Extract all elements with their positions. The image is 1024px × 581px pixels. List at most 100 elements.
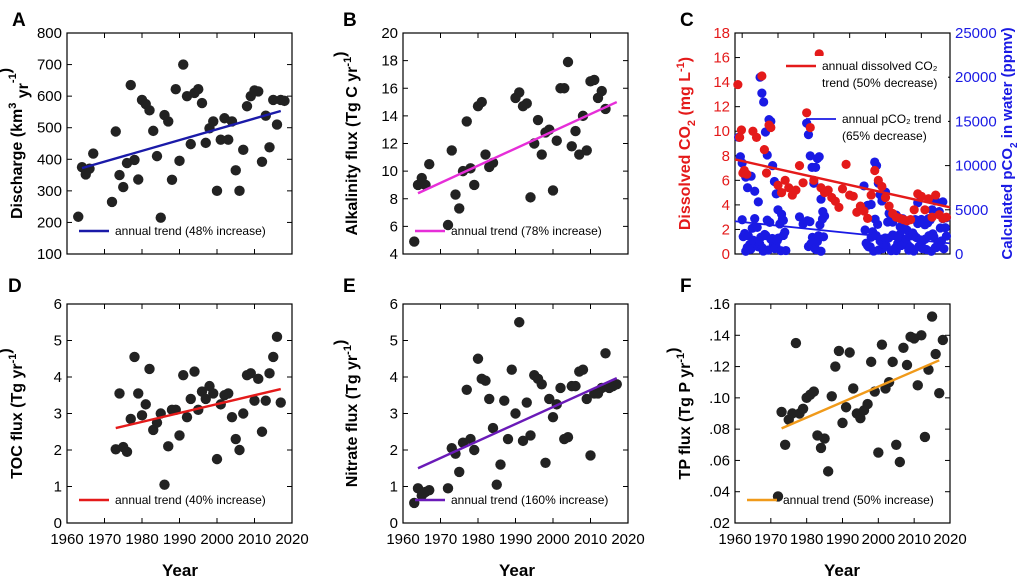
data-point (472, 353, 484, 364)
data-point (865, 356, 877, 368)
data-point (876, 339, 888, 350)
y-tick-label-right: 5000 (955, 202, 988, 219)
data-point (611, 379, 622, 390)
data-point (268, 351, 279, 363)
dissolved-co2-point (909, 205, 919, 215)
data-point (525, 430, 536, 441)
dissolved-co2-point (884, 201, 894, 211)
data-point (155, 212, 166, 223)
data-point (848, 383, 859, 394)
legend-background (838, 108, 948, 142)
data-point (442, 219, 454, 231)
y-tick-label: 0 (54, 515, 62, 532)
data-point (476, 96, 487, 108)
data-point (450, 189, 461, 200)
dissolved-co2-point (802, 108, 812, 118)
y-axis-label-right-part: Calculated pCO (999, 148, 1016, 260)
y-tick-label-left: 6 (722, 172, 730, 189)
y-tick-label: 18 (381, 53, 398, 70)
y-axis-label-part: yr (15, 83, 32, 103)
y-tick-label: 1 (390, 479, 398, 496)
trend-line (417, 377, 618, 470)
pco2-point (752, 222, 762, 232)
dissolved-co2-point (866, 190, 876, 200)
data-point (514, 317, 525, 328)
data-point (208, 116, 219, 127)
data-point (491, 479, 502, 490)
dissolved-co2-point (916, 191, 926, 201)
data-point (833, 345, 845, 357)
y-tick-label-right: 20000 (955, 69, 997, 86)
legend-label: annual trend (160% increase) (451, 493, 608, 507)
y-axis-label-part: ) (0, 68, 14, 73)
dissolved-co2-point (735, 132, 745, 142)
panel-D: 0 1 2 3 4 5 6 1960 1970 1980 1990 2000 2010 2020 annua… (0, 276, 309, 548)
dissolved-co2-point (794, 161, 805, 171)
legend-label: annual trend (40% increase) (115, 493, 266, 507)
data-point (238, 408, 249, 419)
dissolved-co2-point (761, 168, 772, 178)
y-axis-label-part: ) (332, 340, 349, 345)
data-point (446, 145, 457, 156)
y-tick-label: 10 (381, 163, 398, 180)
data-point (916, 330, 927, 341)
data-point (596, 85, 607, 97)
data-point (196, 97, 208, 109)
dissolved-co2-point (780, 175, 790, 185)
dissolved-co2-point (837, 184, 848, 194)
data-point (517, 435, 529, 447)
pco2-point (753, 197, 763, 207)
pco2-point (759, 97, 769, 107)
y-tick-label: 400 (37, 151, 62, 168)
data-point (148, 125, 159, 137)
panel-C: 0 2 4 6 8 10 12 14 16 18 0 5000 10000 15000 20000 25000… (675, 10, 1020, 263)
x-axis-label-F: Year (824, 561, 860, 580)
legend-label: (65% decrease) (842, 129, 927, 143)
pco2-point (816, 246, 826, 256)
y-tick-label: 1 (54, 479, 62, 496)
y-tick-label: 8 (390, 191, 398, 208)
data-point (226, 411, 238, 423)
data-point (133, 388, 144, 399)
data-point (454, 466, 465, 478)
y-axis-label-right-part: 2 (1009, 142, 1020, 148)
data-point (808, 386, 820, 397)
y-axis-label: Discharge (km3 yr-1) (0, 68, 32, 219)
pco2-point (805, 151, 815, 161)
dissolved-co2-point (862, 213, 873, 223)
data-point (536, 379, 547, 390)
y-axis-label-left-part: -1 (675, 62, 687, 72)
data-point (480, 375, 491, 386)
pco2-point (913, 218, 923, 229)
y-axis-label-left-part: ) (677, 57, 694, 62)
data-point (174, 155, 185, 167)
legend-label: annual trend (50% increase) (783, 493, 934, 507)
data-point (562, 56, 574, 68)
data-point (815, 442, 827, 454)
data-point (901, 359, 913, 371)
data-point (926, 311, 938, 322)
data-point (891, 439, 902, 450)
data-point (919, 431, 931, 443)
data-point (581, 145, 592, 156)
data-point (275, 397, 286, 408)
legend-label: annual trend (78% increase) (451, 224, 602, 238)
y-tick-label-left: 16 (713, 50, 730, 67)
data-point (125, 413, 136, 425)
pco2-point (941, 231, 952, 241)
data-point (424, 159, 435, 170)
y-tick-label: 100 (37, 246, 62, 263)
x-tick-label: 1990 (163, 531, 196, 548)
pco2-point (742, 183, 753, 193)
y-axis-label-part: Discharge (km (9, 109, 26, 219)
legend-background (812, 56, 948, 90)
data-point (521, 397, 532, 408)
y-tick-label: 4 (390, 369, 398, 386)
y-axis-label-part: ) (332, 51, 349, 56)
data-point (245, 368, 256, 379)
x-tick-label: 1960 (50, 531, 83, 548)
y-tick-label: .02 (709, 515, 730, 532)
y-tick-label: 0 (390, 515, 398, 532)
y-tick-label: .12 (709, 359, 730, 376)
